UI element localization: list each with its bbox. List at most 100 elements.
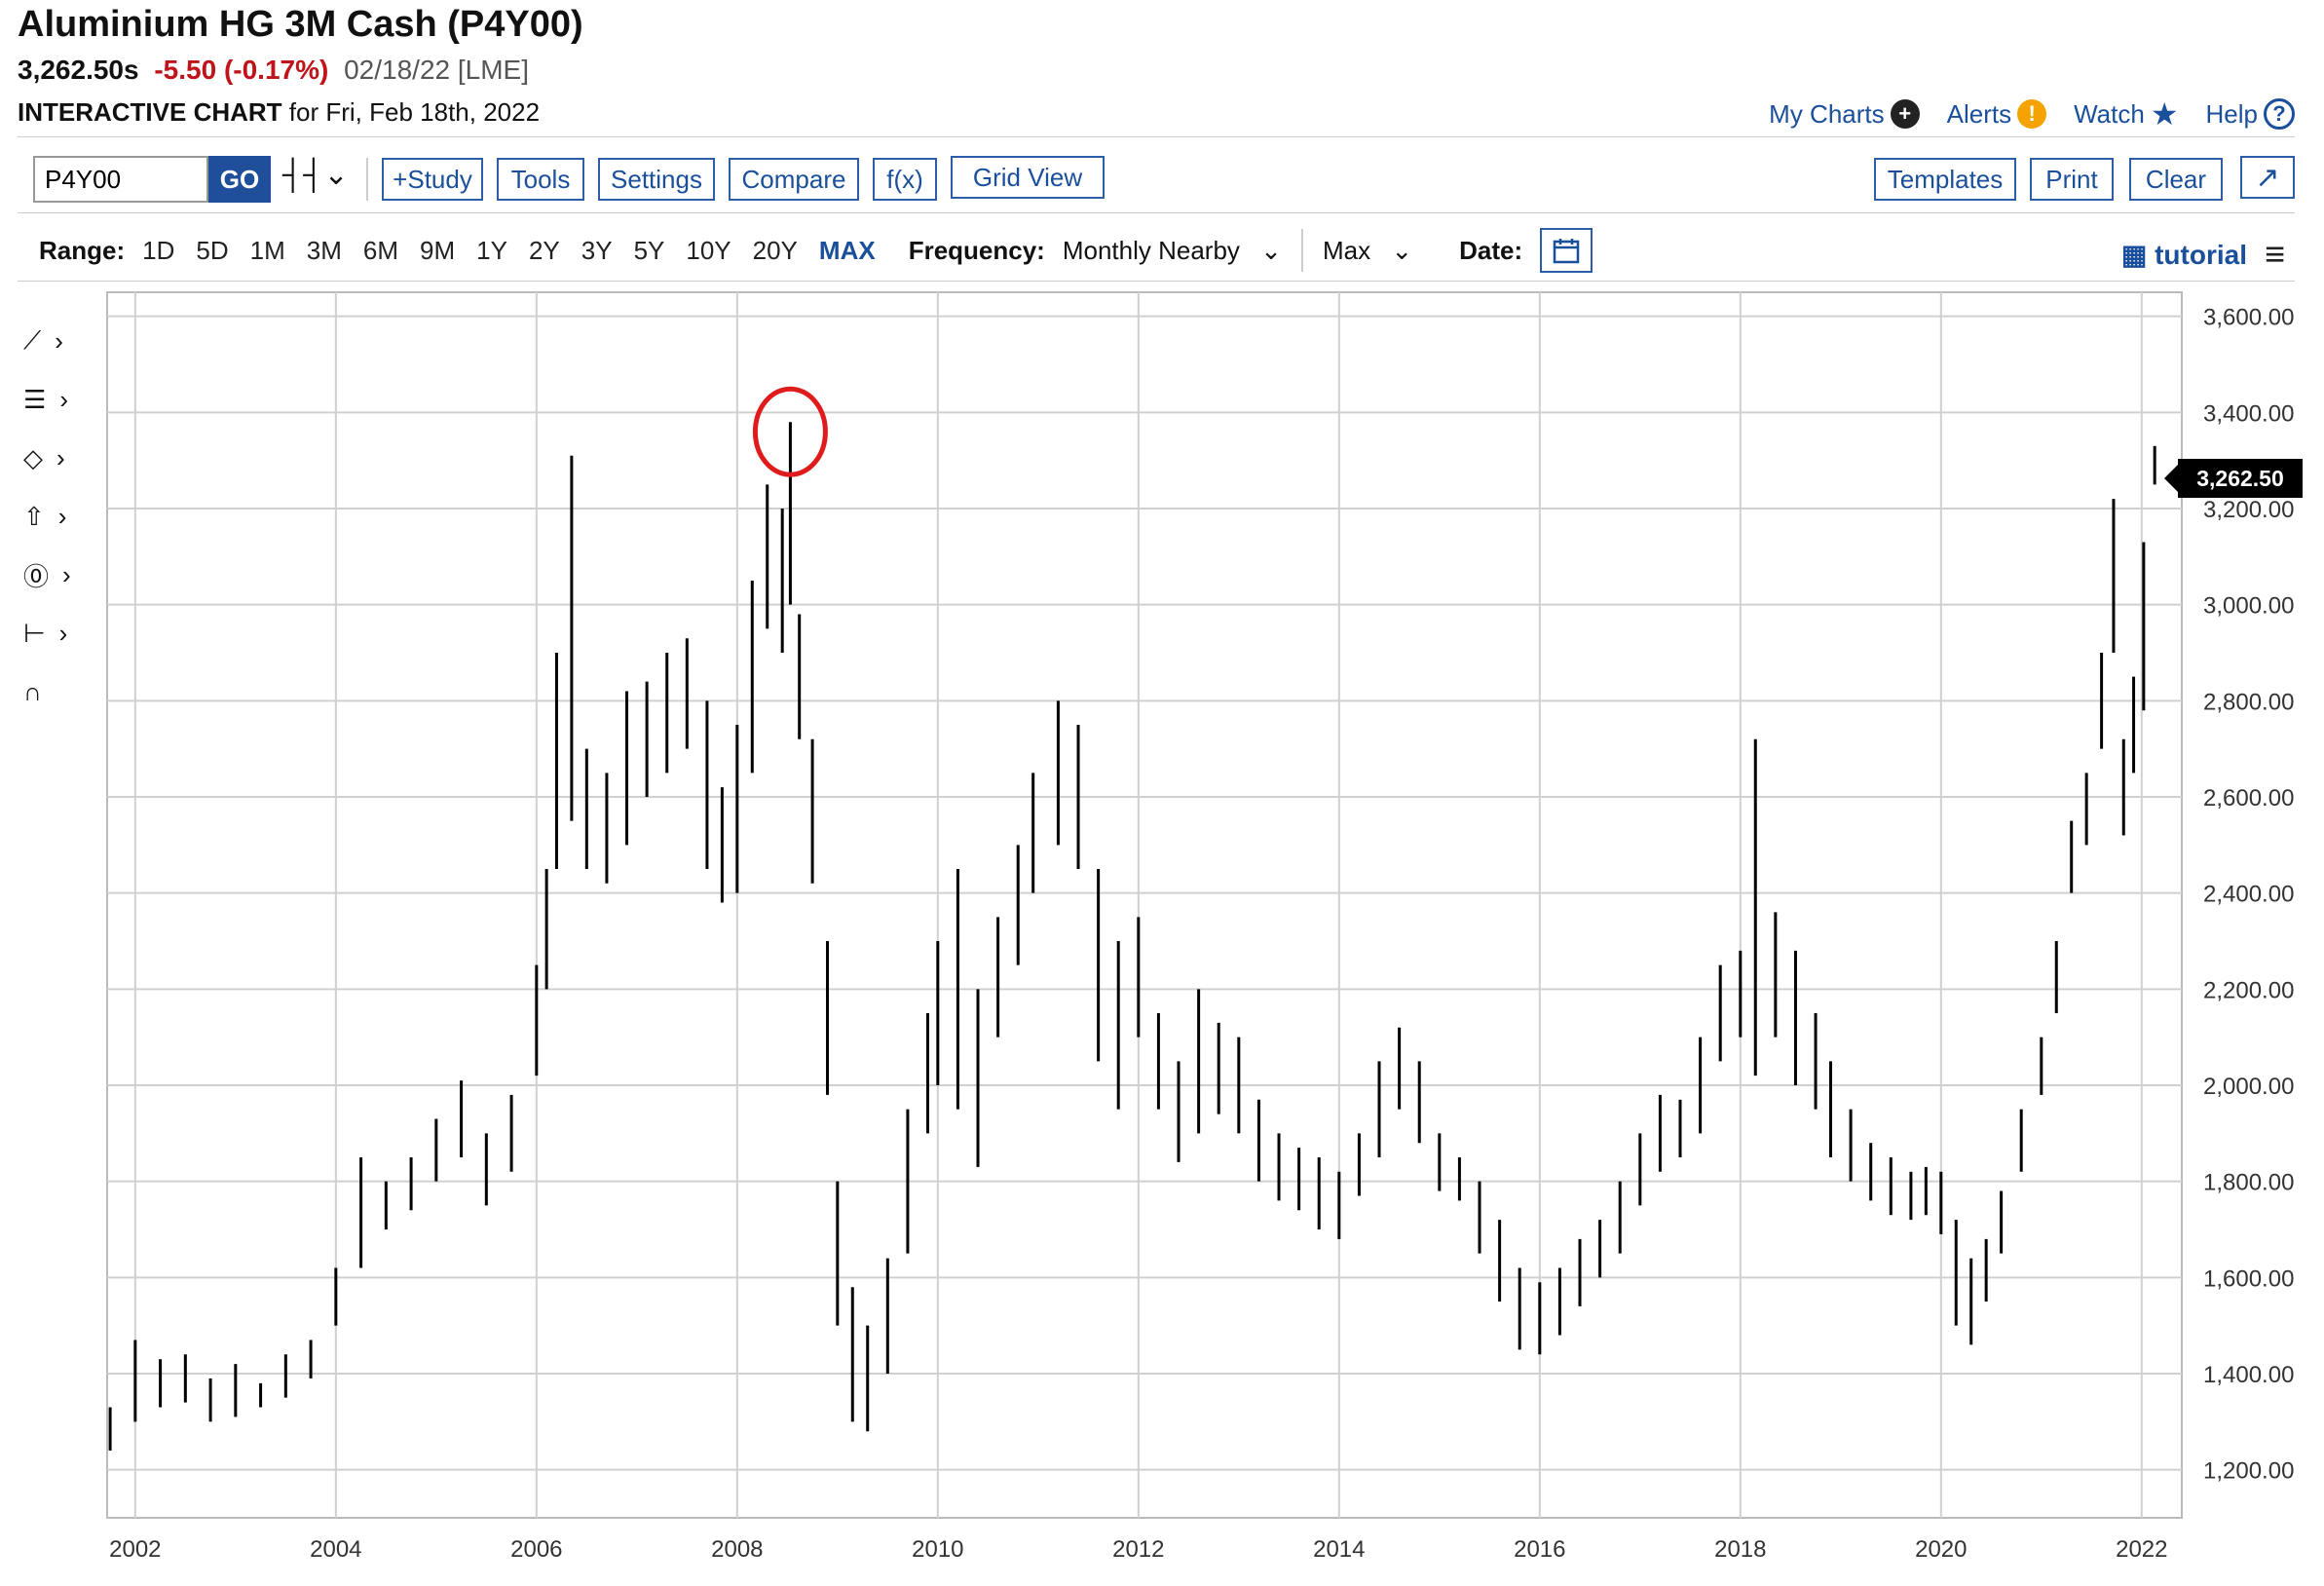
range-max[interactable]: MAX [818,235,876,265]
templates-button[interactable]: Templates [1874,158,2016,201]
x-tick-label: 2012 [1112,1536,1164,1563]
range-label: Range: [39,235,126,265]
x-tick-label: 2016 [1514,1536,1565,1563]
y-tick-label: 2,000.00 [2203,1074,2294,1100]
quote-date: 02/18/22 [LME] [344,55,530,85]
y-tick-label: 1,600.00 [2203,1265,2294,1292]
price-change: -5.50 (-0.17%) [154,55,329,85]
range-20y[interactable]: 20Y [752,235,798,265]
text-tool[interactable]: ⓪ › [23,546,101,604]
settings-button[interactable]: Settings [598,158,715,201]
range-1y[interactable]: 1Y [476,235,507,265]
print-button[interactable]: Print [2030,158,2114,201]
range-10y[interactable]: 10Y [686,235,731,265]
divider [18,136,2295,137]
x-tick-label: 2004 [310,1536,361,1563]
range-1d[interactable]: 1D [142,235,175,265]
x-tick-label: 2018 [1714,1536,1766,1563]
range-9m[interactable]: 9M [420,235,456,265]
chevron-down-icon: ⌄ [1260,235,1282,265]
x-tick-label: 2002 [109,1536,161,1563]
chart-for-date: for Fri, Feb 18th, 2022 [288,97,541,127]
measure-tool[interactable]: ⊢ › [23,604,101,662]
arrow-tool-icon: ⇧ [23,501,45,531]
quote-line: 3,262.50s -5.50 (-0.17%) 02/18/22 [LME] [18,55,529,86]
range-2y[interactable]: 2Y [528,235,560,265]
symbol-input[interactable] [33,156,208,203]
y-tick-label: 3,400.00 [2203,400,2294,427]
y-tick-label: 3,600.00 [2203,305,2294,331]
measure-tool-icon: ⊢ [23,618,46,648]
range-separator [1300,229,1303,272]
range-3y[interactable]: 3Y [581,235,613,265]
bar-type-icon[interactable]: ┤┤⌄ [282,159,349,191]
help-icon: ? [2264,98,2295,130]
range-1m[interactable]: 1M [249,235,285,265]
alerts-link[interactable]: Alerts ! [1947,95,2047,132]
chart-subtitle: INTERACTIVE CHART for Fri, Feb 18th, 202… [18,97,540,128]
fib-tool-icon: ☰ [23,384,47,414]
chevron-right-icon: › [56,442,65,472]
chevron-right-icon: › [62,559,71,589]
y-tick-label: 2,600.00 [2203,785,2294,812]
range-6m[interactable]: 6M [362,235,398,265]
chevron-right-icon: › [59,384,68,414]
function-button[interactable]: f(x) [873,158,937,201]
magnet-tool[interactable]: ∩ [23,662,101,721]
film-icon: ▦ [2120,239,2148,270]
x-tick-label: 2022 [2116,1536,2167,1563]
top-nav: My Charts + Alerts ! Watch ★ Help ? [1769,95,2295,132]
divider [18,281,2295,282]
study-button[interactable]: +Study [382,158,483,201]
frequency-select[interactable]: Monthly Nearby ⌄ [1063,236,1282,266]
help-link[interactable]: Help ? [2206,95,2295,132]
range-3m[interactable]: 3M [306,235,342,265]
last-price: 3,262.50s [18,55,139,85]
chevron-right-icon: › [55,325,63,356]
menu-icon[interactable]: ≡ [2264,234,2285,274]
help-label: Help [2205,98,2258,129]
line-tool-icon: ⟋ [23,325,42,355]
range-5d[interactable]: 5D [196,235,229,265]
highlight-circle [752,386,828,477]
last-price-tag: 3,262.50 [2164,459,2303,499]
shape-tool[interactable]: ◇ › [23,429,101,487]
tutorial-link[interactable]: ▦ tutorial [2121,239,2247,271]
calendar-icon[interactable] [1540,228,1593,273]
x-tick-label: 2010 [912,1536,963,1563]
frequency-label: Frequency: [908,235,1045,265]
compare-button[interactable]: Compare [729,158,859,201]
line-tool[interactable]: ⟋ › [23,312,101,370]
clear-button[interactable]: Clear [2129,158,2223,201]
y-tick-label: 2,400.00 [2203,882,2294,908]
max-value: Max [1322,235,1371,265]
chart-kind: INTERACTIVE CHART [18,97,282,127]
watch-link[interactable]: Watch ★ [2074,95,2178,132]
tools-button[interactable]: Tools [497,158,584,201]
go-button[interactable]: GO [208,156,271,203]
my-charts-link[interactable]: My Charts + [1769,95,1920,132]
range-5y[interactable]: 5Y [633,235,665,265]
fib-tool[interactable]: ☰ › [23,370,101,429]
max-select[interactable]: Max ⌄ [1323,236,1412,266]
y-tick-label: 3,200.00 [2203,497,2294,523]
chevron-right-icon: › [58,618,68,648]
divider [18,212,2295,213]
x-tick-label: 2008 [711,1536,763,1563]
plus-icon: + [1890,99,1920,129]
x-tick-label: 2020 [1915,1536,1967,1563]
range-bar: Range: 1D 5D 1M 3M 6M 9M 1Y 2Y 3Y 5Y 10Y… [39,228,1593,273]
alert-icon: ! [2017,99,2047,129]
plot-frame [106,291,2183,1519]
y-tick-label: 1,200.00 [2203,1458,2294,1485]
y-tick-label: 2,200.00 [2203,977,2294,1003]
expand-icon[interactable]: ↗ [2240,156,2295,199]
grid-view-button[interactable]: Grid View [951,156,1105,199]
tutorial-label: tutorial [2155,239,2247,270]
frequency-value: Monthly Nearby [1062,235,1240,265]
tutorial-area: ▦ tutorial ≡ [2121,234,2285,275]
arrow-tool[interactable]: ⇧ › [23,487,101,546]
y-tick-label: 3,000.00 [2203,593,2294,620]
chevron-right-icon: › [57,501,67,531]
